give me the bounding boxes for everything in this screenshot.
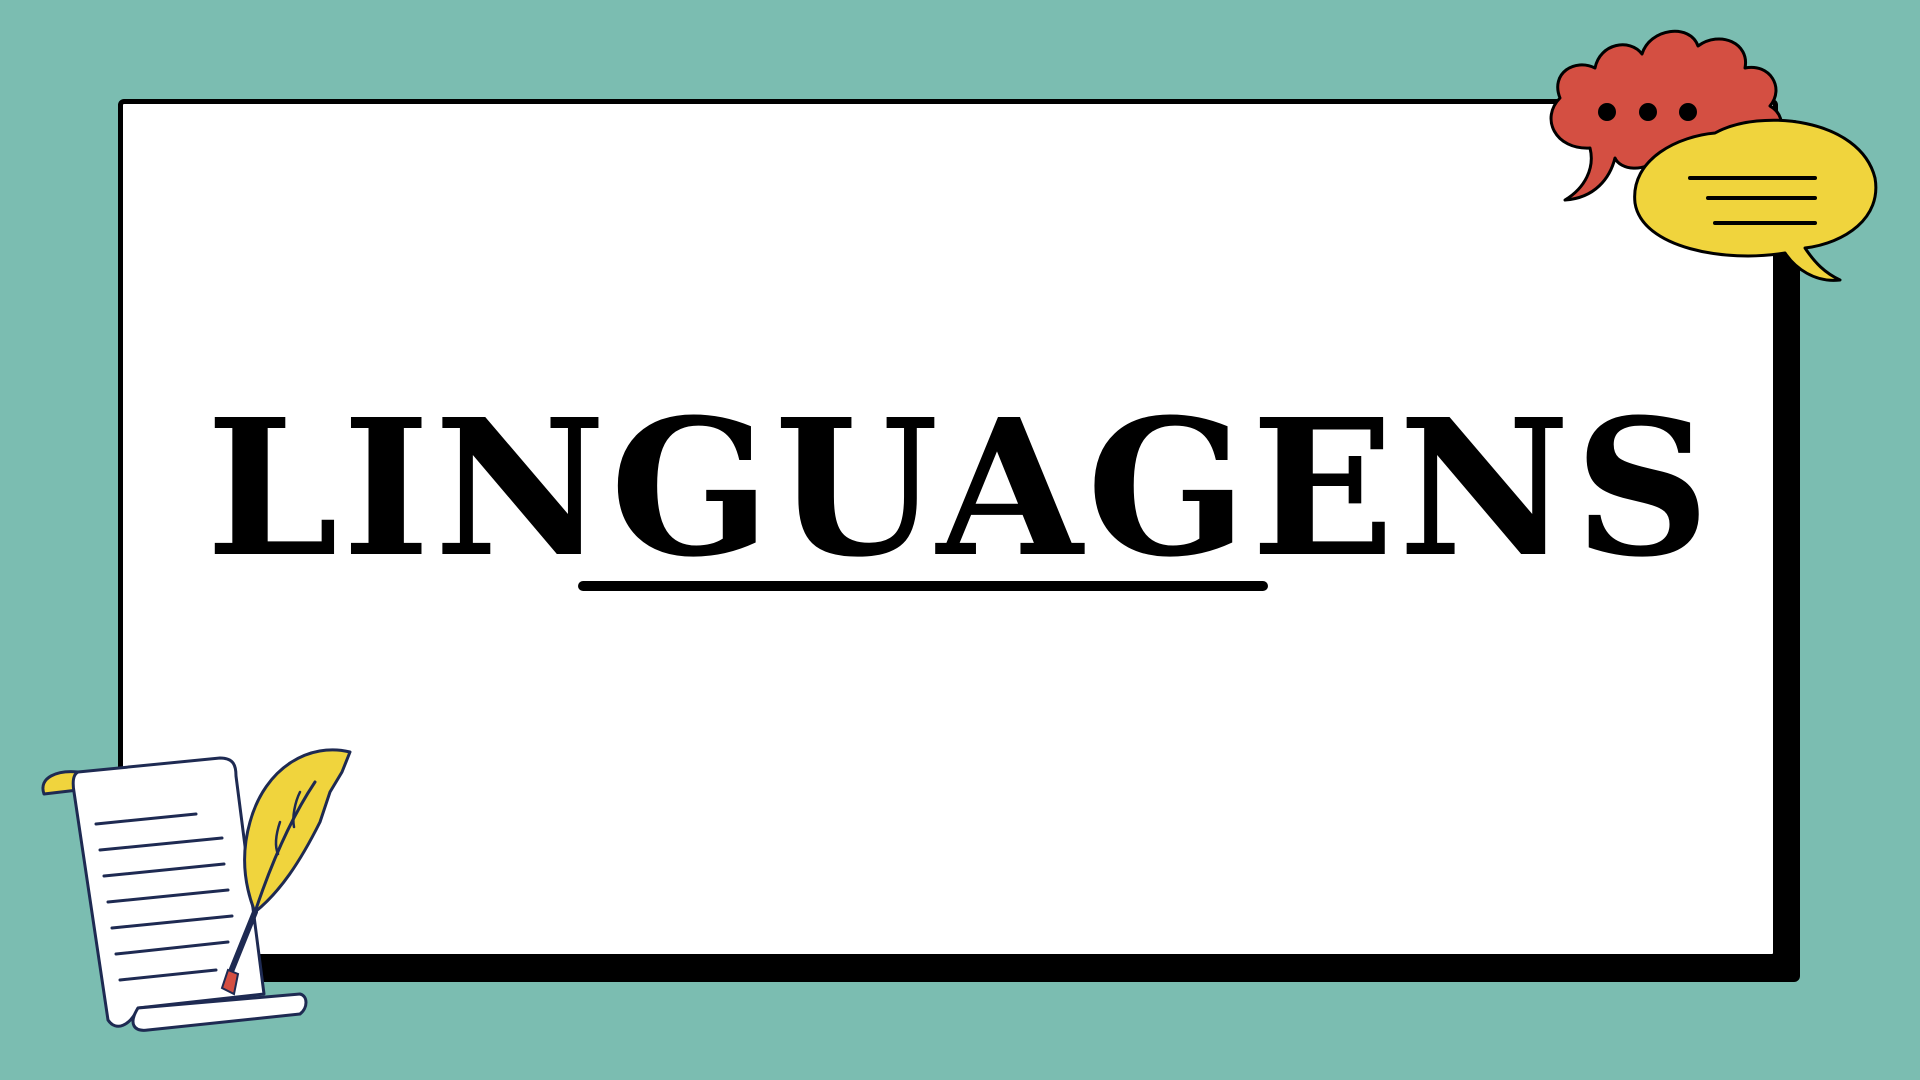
yellow-speech-bubble-icon [1633, 118, 1878, 282]
speech-bubbles-icon [1549, 29, 1878, 282]
quill-pen-icon [220, 748, 352, 996]
title-card [118, 99, 1778, 959]
slide-title: LINGUAGENS [205, 378, 1714, 599]
scroll-icon [41, 756, 308, 1032]
title-underline [578, 581, 1268, 591]
